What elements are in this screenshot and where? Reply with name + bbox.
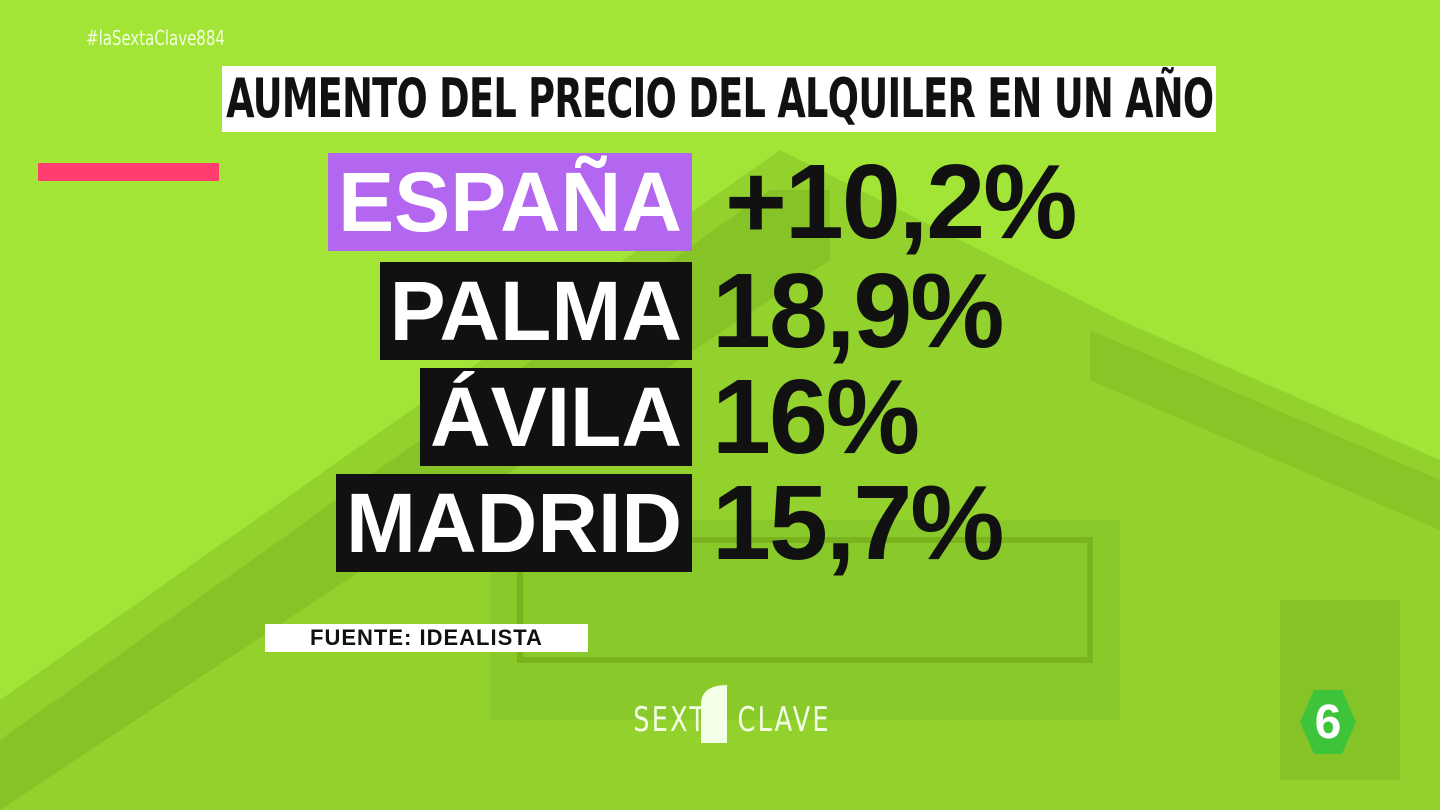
region-label: MADRID [336, 474, 692, 572]
region-value: 15,7% [712, 464, 1005, 582]
hashtag: #laSextaClave884 [86, 26, 225, 50]
region-label: PALMA [379, 262, 692, 360]
region-value: +10,2% [725, 143, 1077, 261]
channel-number: 6 [1315, 696, 1342, 749]
logo-right: CLAVE [737, 700, 831, 740]
source: FUENTE: IDEALISTA [265, 624, 588, 652]
region-value: 18,9% [712, 252, 1005, 370]
title-box: AUMENTO DEL PRECIO DEL ALQUILER EN UN AÑ… [222, 66, 1216, 132]
channel-logo: 6 [1300, 690, 1356, 754]
title: AUMENTO DEL PRECIO DEL ALQUILER EN UN AÑ… [226, 67, 1214, 130]
balcony-rail [517, 537, 1093, 663]
eave [1090, 330, 1440, 530]
logo-mark [701, 685, 727, 743]
accent-bar [38, 163, 219, 181]
region-value: 16% [712, 358, 920, 476]
region-label: ÁVILA [420, 368, 692, 466]
region-label: ESPAÑA [328, 153, 692, 251]
